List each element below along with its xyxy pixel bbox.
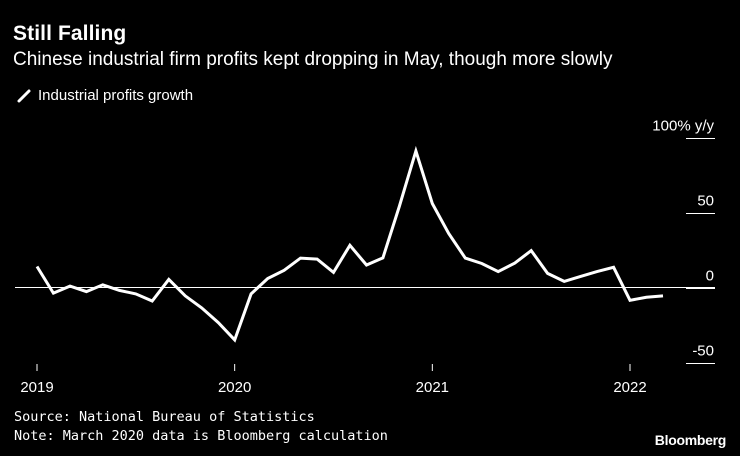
y-tick-label: 50	[697, 193, 714, 210]
bloomberg-logo: Bloomberg	[654, 432, 727, 448]
data-note: Note: March 2020 data is Bloomberg calcu…	[14, 428, 388, 444]
chart-series	[35, 145, 664, 343]
y-tick-label: 0	[706, 268, 714, 285]
chart-title: Still Falling	[13, 22, 127, 45]
x-tick-label: 2020	[218, 379, 251, 396]
x-tick-label: 2022	[613, 379, 646, 396]
x-tick-label: 2019	[20, 379, 53, 396]
y-tick-label: 100% y/y	[652, 118, 714, 135]
chart-subtitle: Chinese industrial firm profits kept dro…	[13, 49, 613, 70]
source-note: Source: National Bureau of Statistics	[14, 409, 315, 425]
legend-label: Industrial profits growth	[38, 87, 194, 104]
chart-ticks: 100% y/y 50 0 -50 2019 2020 2021 2022	[20, 118, 715, 396]
legend: Industrial profits growth	[16, 87, 193, 104]
series-line	[35, 145, 664, 343]
legend-line-icon	[17, 89, 31, 102]
x-tick-label: 2021	[416, 379, 449, 396]
y-tick-label: -50	[692, 343, 714, 360]
